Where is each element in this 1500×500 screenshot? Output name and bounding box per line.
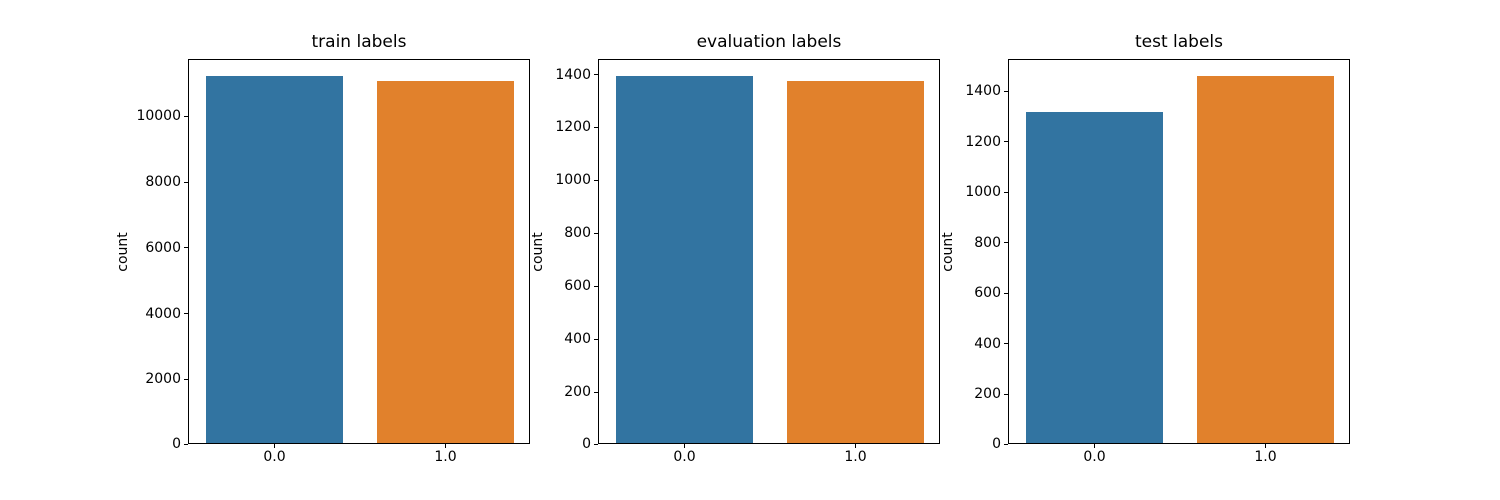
x-tick-label: 1.0 [434,449,457,465]
bar-0.0 [1026,112,1163,443]
y-tick-mark [594,391,598,393]
y-tick-label: 1400 [965,83,1001,100]
x-tick-mark [684,444,685,448]
bar-1.0 [787,81,924,443]
y-tick-label: 0 [992,436,1001,452]
y-tick-label: 200 [564,384,591,401]
y-tick-mark [594,443,598,445]
y-tick-label: 4000 [145,305,181,322]
y-tick-label: 6000 [145,239,181,256]
y-tick-mark [184,313,188,315]
y-tick-mark [1004,393,1008,395]
chart-title: train labels [311,32,407,52]
y-tick-label: 400 [974,335,1001,352]
y-tick-mark [594,126,598,128]
x-tick-label: 1.0 [844,449,867,465]
y-tick-mark [594,74,598,76]
y-tick-mark [184,115,188,117]
bar-1.0 [1197,76,1334,443]
y-tick-mark [184,378,188,380]
y-tick-label: 8000 [145,174,181,191]
plot-area: 0 200 400 600 800 1000 1200 1400 0.0 1.0 [555,59,940,465]
y-tick-mark [594,179,598,181]
y-tick-label: 400 [564,331,591,348]
y-tick-mark [1004,343,1008,345]
y-tick-mark [184,247,188,249]
bar-0.0 [616,76,753,443]
y-tick-label: 1200 [965,133,1001,150]
x-tick-mark [445,444,446,448]
y-tick-mark [1004,191,1008,193]
y-tick-mark [594,338,598,340]
y-tick-mark [1004,443,1008,445]
y-tick-label: 1400 [555,66,591,83]
plot-area: 0 2000 4000 6000 8000 10000 0.0 1.0 [136,59,530,465]
chart-title: test labels [1134,32,1224,52]
y-tick-label: 0 [582,436,591,452]
bar-0.0 [206,76,343,443]
x-tick-mark [1094,444,1095,448]
x-tick-mark [855,444,856,448]
y-tick-label: 200 [974,386,1001,403]
x-tick-label: 1.0 [1254,449,1277,465]
y-tick-label: 10000 [136,108,181,125]
x-tick-label: 0.0 [673,449,696,465]
x-tick-mark [1265,444,1266,448]
x-tick-label: 0.0 [263,449,286,465]
y-tick-label: 600 [564,278,591,295]
y-tick-label: 800 [974,234,1001,251]
y-tick-label: 600 [974,285,1001,302]
y-tick-mark [1004,90,1008,92]
y-tick-label: 1000 [555,172,591,189]
y-tick-mark [594,285,598,287]
y-tick-mark [1004,242,1008,244]
y-tick-mark [1004,292,1008,294]
bar-1.0 [377,81,514,443]
y-tick-mark [184,181,188,183]
y-tick-mark [594,232,598,234]
y-axis-label: count [115,231,131,272]
x-tick-label: 0.0 [1083,449,1106,465]
y-tick-mark [1004,141,1008,143]
y-tick-label: 1200 [555,119,591,136]
y-tick-label: 0 [172,436,181,452]
y-axis-label: count [530,231,546,272]
y-tick-label: 1000 [965,184,1001,201]
x-tick-mark [274,444,275,448]
y-tick-label: 800 [564,225,591,242]
y-tick-mark [184,443,188,445]
chart-title: evaluation labels [696,32,842,52]
y-tick-label: 2000 [145,371,181,388]
y-axis-label: count [940,231,956,272]
plot-area: 0 200 400 600 800 1000 1200 1400 0.0 1.0 [965,59,1350,465]
